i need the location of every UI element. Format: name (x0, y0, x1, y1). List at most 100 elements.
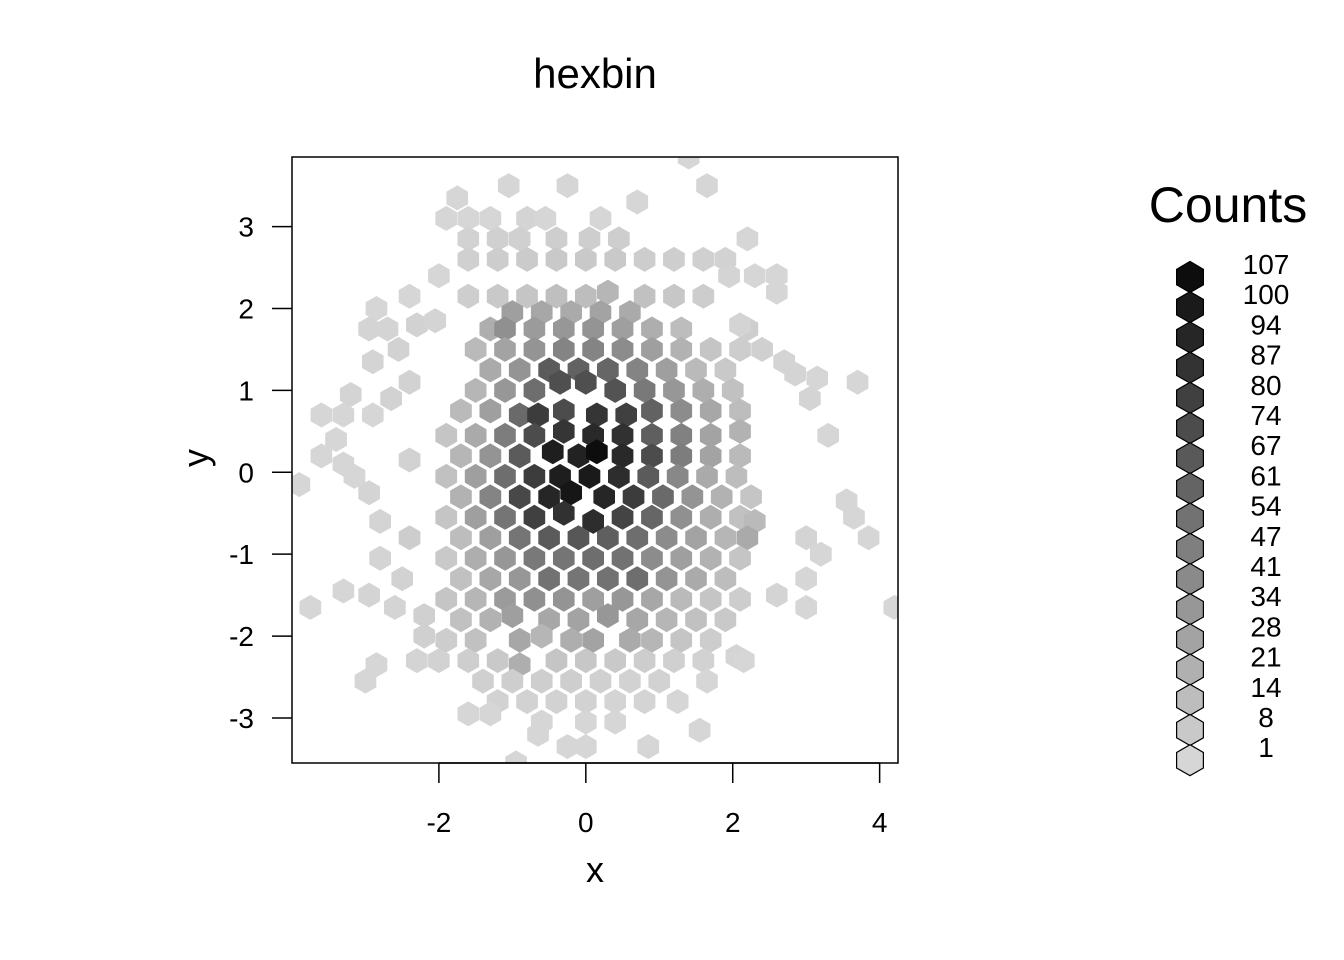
hex-cell (670, 443, 693, 469)
hex-cell (604, 377, 626, 403)
hex-cell (714, 357, 737, 383)
hex-cell (339, 382, 362, 407)
hex-cell (479, 566, 502, 592)
x-axis: -2 0 2 4 (426, 762, 888, 838)
hex-cell (670, 627, 693, 653)
x-tick-label: 4 (872, 807, 888, 838)
legend-label: 107 (1243, 249, 1290, 280)
hex-cell (494, 422, 516, 448)
hex-cell (479, 205, 502, 231)
hex-cell (597, 279, 619, 305)
hex-cell (663, 283, 685, 309)
hex-cell (857, 525, 880, 551)
hex-cell (611, 586, 634, 612)
legend-label: 1 (1258, 732, 1274, 763)
hex-cell (699, 398, 722, 424)
hex-cell (619, 668, 641, 694)
hex-cell (358, 480, 380, 506)
hex-cell (641, 316, 663, 342)
hex-cell (376, 316, 399, 342)
hex-cell (494, 377, 516, 403)
hex-cell (575, 648, 597, 674)
hex-cell (508, 402, 531, 428)
hex-cell (626, 566, 649, 592)
hex-cell (799, 386, 821, 412)
legend-label: 87 (1250, 340, 1281, 371)
hex-cell (751, 336, 773, 362)
hex-cell (666, 689, 689, 715)
hex-cell (545, 648, 568, 674)
hex-cell (464, 377, 487, 403)
hex-cell (567, 525, 590, 551)
hex-cell (766, 263, 788, 289)
hex-cell (604, 689, 626, 715)
hex-cell (545, 246, 568, 272)
legend-swatch (1175, 472, 1205, 505)
hex-cell (358, 582, 380, 608)
legend-swatch (1175, 260, 1205, 294)
hex-cell (732, 648, 755, 674)
hex-cell (688, 717, 711, 743)
hex-cell (729, 418, 751, 444)
hex-cell (843, 504, 865, 530)
hex-cell (567, 607, 590, 633)
hex-cell (578, 226, 601, 252)
hex-cell (648, 668, 671, 694)
hex-cell (486, 283, 509, 309)
hex-cell (608, 463, 630, 489)
hex-cell (696, 463, 718, 489)
hex-cell (641, 627, 663, 653)
hex-cell (457, 246, 480, 272)
hex-cell (424, 308, 447, 334)
hex-cell (457, 701, 480, 727)
hex-cell (699, 504, 722, 530)
hex-cell (553, 500, 575, 526)
hex-cell (362, 349, 384, 375)
hex-cell (743, 263, 766, 289)
hex-cell (494, 336, 516, 362)
hex-cell (325, 427, 347, 452)
hex-cell (516, 283, 538, 309)
x-tick-label: 0 (578, 807, 594, 838)
hex-cell (479, 443, 502, 469)
y-tick-label: -1 (229, 539, 254, 570)
hex-cell (714, 566, 737, 592)
hex-cell (310, 443, 333, 469)
hex-cell (619, 627, 641, 653)
hexbin-cells (292, 157, 898, 763)
hex-cell (464, 586, 487, 612)
hex-cell (633, 689, 656, 715)
hex-cell (626, 525, 649, 551)
hex-cell (450, 443, 472, 469)
hex-cell (641, 336, 663, 362)
legend-swatch (1175, 291, 1205, 324)
legend-swatch (1175, 562, 1205, 596)
hex-cell (464, 504, 487, 530)
legend-swatch (1175, 744, 1205, 777)
hex-cell (586, 439, 608, 465)
hex-cell (652, 484, 674, 510)
hex-cell (494, 463, 516, 489)
hex-cell (575, 283, 597, 309)
legend-label: 94 (1250, 309, 1281, 340)
hex-cell (582, 336, 604, 362)
hex-cell (464, 422, 487, 448)
hex-cell (332, 578, 355, 604)
hex-cell (696, 173, 718, 199)
hex-cell (508, 226, 531, 252)
hex-cell (479, 607, 502, 633)
hex-cell (413, 623, 435, 649)
hex-cell (615, 402, 637, 428)
x-tick-label: 2 (725, 807, 741, 838)
hex-cell (718, 263, 740, 289)
hex-cell (608, 226, 630, 252)
hex-cell (556, 173, 579, 199)
hex-cell (538, 566, 560, 592)
legend-label: 34 (1250, 581, 1281, 612)
hex-cell (450, 566, 472, 592)
hex-cell (685, 525, 707, 551)
legend-swatch (1175, 653, 1205, 686)
hex-cell (575, 689, 597, 715)
hex-cell (685, 357, 707, 383)
